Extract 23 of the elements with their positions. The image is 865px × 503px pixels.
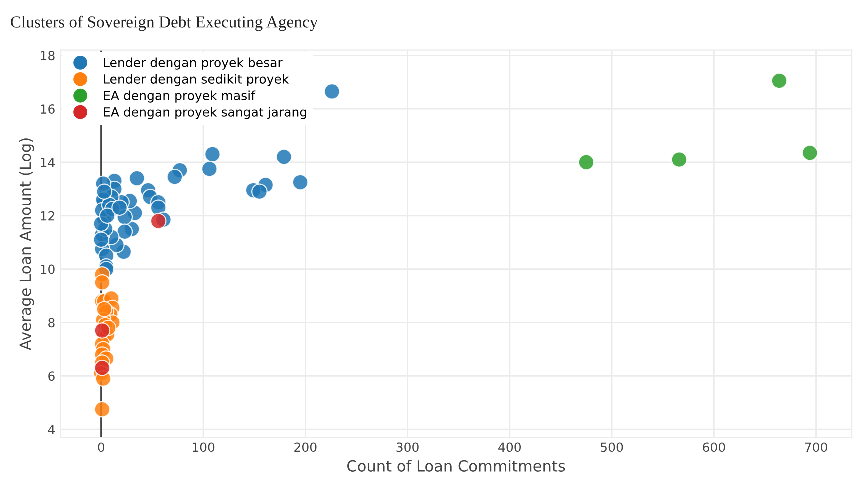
x-tick-label: 0 (98, 442, 105, 452)
legend-label: EA dengan proyek masif (104, 90, 256, 103)
x-tick-label: 400 (498, 442, 522, 452)
x-tick-label: 700 (805, 442, 828, 452)
x-tick-label: 100 (192, 442, 215, 452)
y-tick-label: 18 (41, 51, 55, 61)
y-axis-title: Average Loan Amount (Log) (19, 138, 34, 350)
x-tick-label: 500 (601, 442, 624, 452)
x-tick-label: 200 (294, 442, 317, 452)
x-tick-label: 300 (396, 442, 419, 452)
legend-label: Lender dengan proyek besar (104, 58, 283, 70)
x-tick-label: 600 (703, 442, 726, 452)
x-axis-title: Count of Loan Commitments (348, 460, 566, 472)
y-tick-label: 12 (41, 211, 54, 221)
y-tick-label: 4 (48, 425, 55, 434)
y-tick-label: 10 (41, 264, 55, 274)
legend-label: Lender dengan sedikit proyek (104, 74, 290, 86)
y-tick-label: 14 (41, 158, 55, 168)
chart-title: Clusters of Sovereign Debt Executing Agency (11, 16, 318, 32)
legend-label: EA dengan proyek sangat jarang (104, 107, 306, 120)
y-tick-label: 16 (41, 104, 55, 114)
y-tick-label: 8 (48, 318, 55, 328)
y-tick-label: 6 (48, 372, 55, 382)
